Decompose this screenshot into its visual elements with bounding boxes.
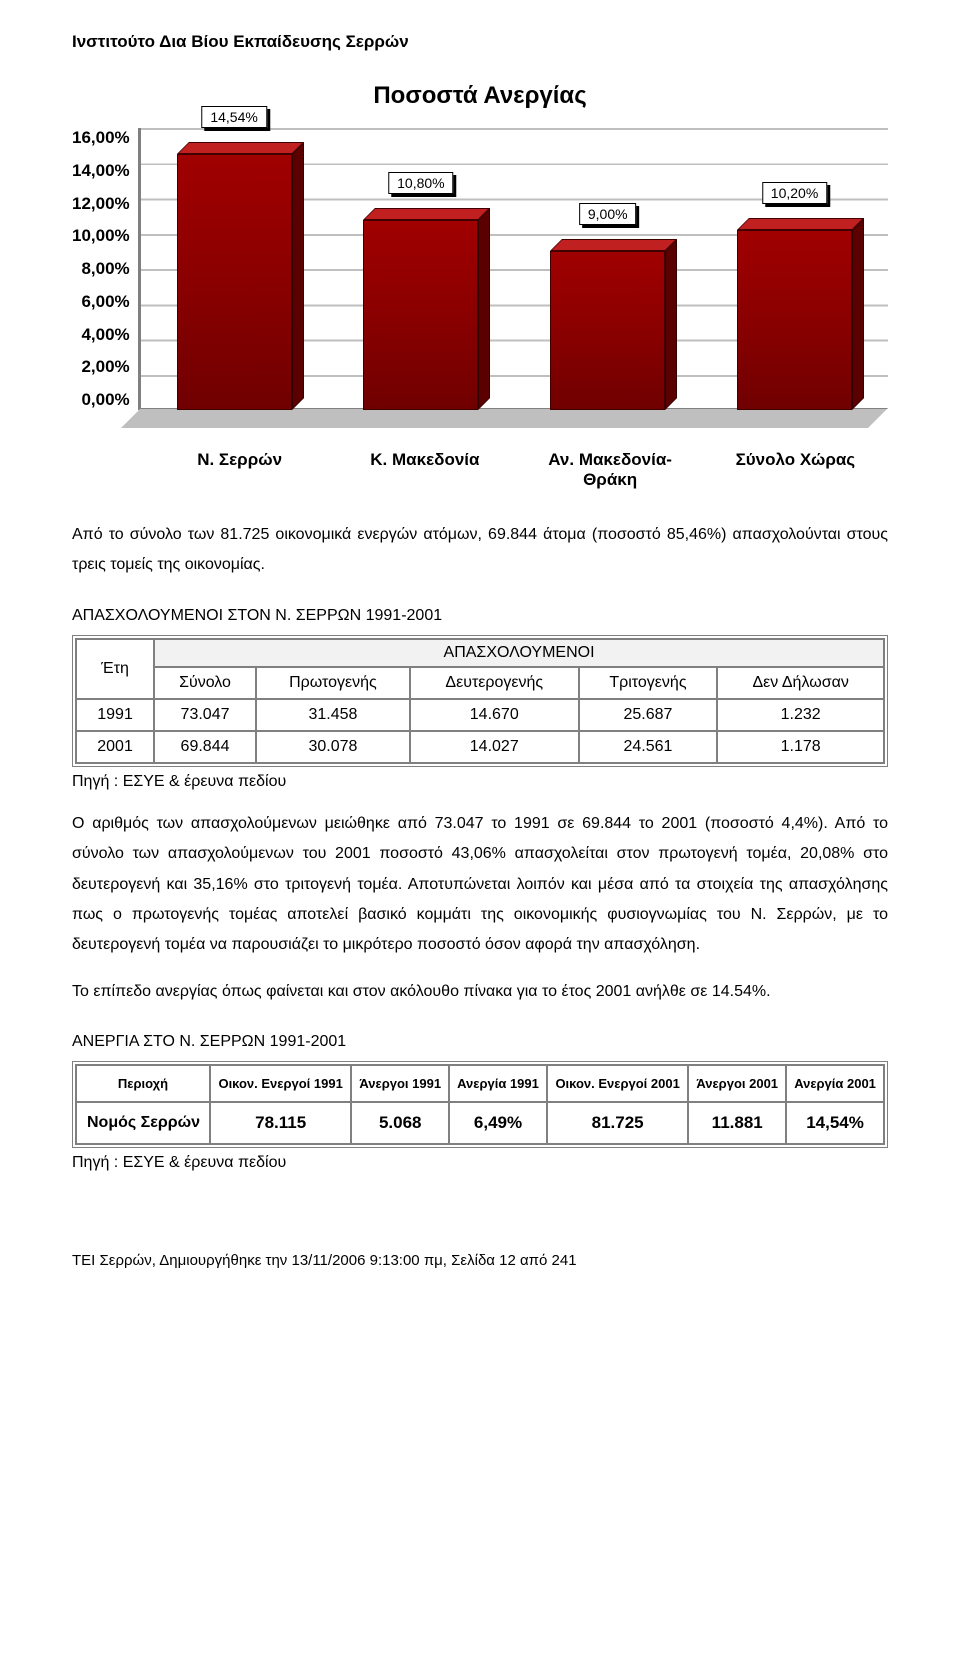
y-tick: 12,00%	[72, 194, 130, 214]
unemployment-chart: Ποσοστά Ανεργίας 16,00% 14,00% 12,00% 10,00…	[72, 82, 888, 490]
table-cell: 14.027	[410, 731, 579, 763]
paragraph-3: Το επίπεδο ανεργίας όπως φαίνεται και στ…	[72, 977, 888, 1007]
table-cell: 81.725	[547, 1102, 688, 1144]
x-tick: Κ. Μακεδονία	[343, 450, 506, 490]
table-cell: 24.561	[579, 731, 718, 763]
bar-value-label: 14,54%	[201, 106, 266, 128]
bar-value-label: 10,80%	[388, 172, 453, 194]
table-cell: Νομός Σερρών	[76, 1102, 210, 1144]
table-cell: 14.670	[410, 699, 579, 731]
t1-col-secondary: Δευτερογενής	[410, 667, 579, 699]
bar: 14,54%	[177, 154, 292, 410]
chart-x-axis: Ν. Σερρών Κ. Μακεδονία Αν. Μακεδονία-Θράκη…	[147, 450, 888, 490]
table-header-cell: Οικον. Ενεργοί 2001	[547, 1065, 688, 1102]
t1-super-header: ΑΠΑΣΧΟΛΟΥΜΕΝΟΙ	[154, 639, 884, 667]
y-tick: 10,00%	[72, 226, 130, 246]
bar: 10,20%	[737, 230, 852, 410]
paragraph-2: Ο αριθμός των απασχολούμενων μειώθηκε απ…	[72, 809, 888, 961]
table-cell: 1.178	[717, 731, 884, 763]
table1-title: ΑΠΑΣΧΟΛΟΥΜΕΝΟΙ ΣΤΟΝ Ν. ΣΕΡΡΩΝ 1991-2001	[72, 607, 888, 625]
table1-source: Πηγή : ΕΣΥΕ & έρευνα πεδίου	[72, 773, 888, 791]
employment-table: Έτη ΑΠΑΣΧΟΛΟΥΜΕΝΟΙ Σύνολο Πρωτογενής Δευ…	[72, 635, 888, 767]
bar-value-label: 10,20%	[762, 182, 827, 204]
t1-col-tertiary: Τριτογενής	[579, 667, 718, 699]
x-tick: Αν. Μακεδονία-Θράκη	[529, 450, 692, 490]
bar: 10,80%	[363, 220, 478, 410]
table2-source: Πηγή : ΕΣΥΕ & έρευνα πεδίου	[72, 1154, 888, 1172]
table-header-cell: Άνεργοι 2001	[688, 1065, 786, 1102]
page-footer: ΤΕΙ Σερρών, Δημιουργήθηκε την 13/11/2006…	[72, 1252, 888, 1269]
page-header: Ινστιτούτο Δια Βίου Εκπαίδευσης Σερρών	[72, 32, 888, 52]
table-cell: 30.078	[256, 731, 410, 763]
y-tick: 4,00%	[81, 325, 129, 345]
y-tick: 2,00%	[81, 357, 129, 377]
chart-title: Ποσοστά Ανεργίας	[72, 82, 888, 110]
y-tick: 14,00%	[72, 161, 130, 181]
table-header-cell: Άνεργοι 1991	[351, 1065, 449, 1102]
table-cell: 14,54%	[786, 1102, 884, 1144]
table-header-cell: Ανεργία 2001	[786, 1065, 884, 1102]
y-tick: 0,00%	[81, 390, 129, 410]
x-tick: Ν. Σερρών	[158, 450, 321, 490]
t1-col-undeclared: Δεν Δήλωσαν	[717, 667, 884, 699]
bar-value-label: 9,00%	[579, 203, 637, 225]
table-header-cell: Περιοχή	[76, 1065, 210, 1102]
table-header-cell: Ανεργία 1991	[449, 1065, 547, 1102]
table-cell: 69.844	[154, 731, 256, 763]
table-cell: 73.047	[154, 699, 256, 731]
table-cell: 6,49%	[449, 1102, 547, 1144]
t1-col-year: Έτη	[76, 639, 154, 699]
table-cell: 25.687	[579, 699, 718, 731]
bar-slot: 14,54%	[152, 128, 316, 410]
paragraph-1: Από το σύνολο των 81.725 οικονομικά ενερ…	[72, 520, 888, 581]
table-cell: 31.458	[256, 699, 410, 731]
y-tick: 6,00%	[81, 292, 129, 312]
bar-slot: 9,00%	[526, 128, 690, 410]
table-cell: 1991	[76, 699, 154, 731]
chart-y-axis: 16,00% 14,00% 12,00% 10,00% 8,00% 6,00% 4,00% 2…	[72, 128, 138, 428]
table-row: 199173.04731.45814.67025.6871.232	[76, 699, 884, 731]
table-cell: 1.232	[717, 699, 884, 731]
table-row: 200169.84430.07814.02724.5611.178	[76, 731, 884, 763]
table-cell: 11.881	[688, 1102, 786, 1144]
t1-col-primary: Πρωτογενής	[256, 667, 410, 699]
chart-plot: 14,54% 10,80% 9,00% 10,20%	[138, 128, 888, 410]
bar-slot: 10,80%	[339, 128, 503, 410]
bar-slot: 10,20%	[712, 128, 876, 410]
table-cell: 2001	[76, 731, 154, 763]
table-cell: 5.068	[351, 1102, 449, 1144]
y-tick: 8,00%	[81, 259, 129, 279]
t1-col-total: Σύνολο	[154, 667, 256, 699]
table2-title: ΑΝΕΡΓΙΑ ΣΤΟ Ν. ΣΕΡΡΩΝ 1991-2001	[72, 1033, 888, 1051]
x-tick: Σύνολο Χώρας	[714, 450, 877, 490]
table-row: Νομός Σερρών78.1155.0686,49%81.72511.881…	[76, 1102, 884, 1144]
bar: 9,00%	[550, 251, 665, 410]
table-cell: 78.115	[210, 1102, 351, 1144]
table-header-cell: Οικον. Ενεργοί 1991	[210, 1065, 351, 1102]
y-tick: 16,00%	[72, 128, 130, 148]
unemployment-table: ΠεριοχήΟικον. Ενεργοί 1991Άνεργοι 1991Αν…	[72, 1061, 888, 1148]
